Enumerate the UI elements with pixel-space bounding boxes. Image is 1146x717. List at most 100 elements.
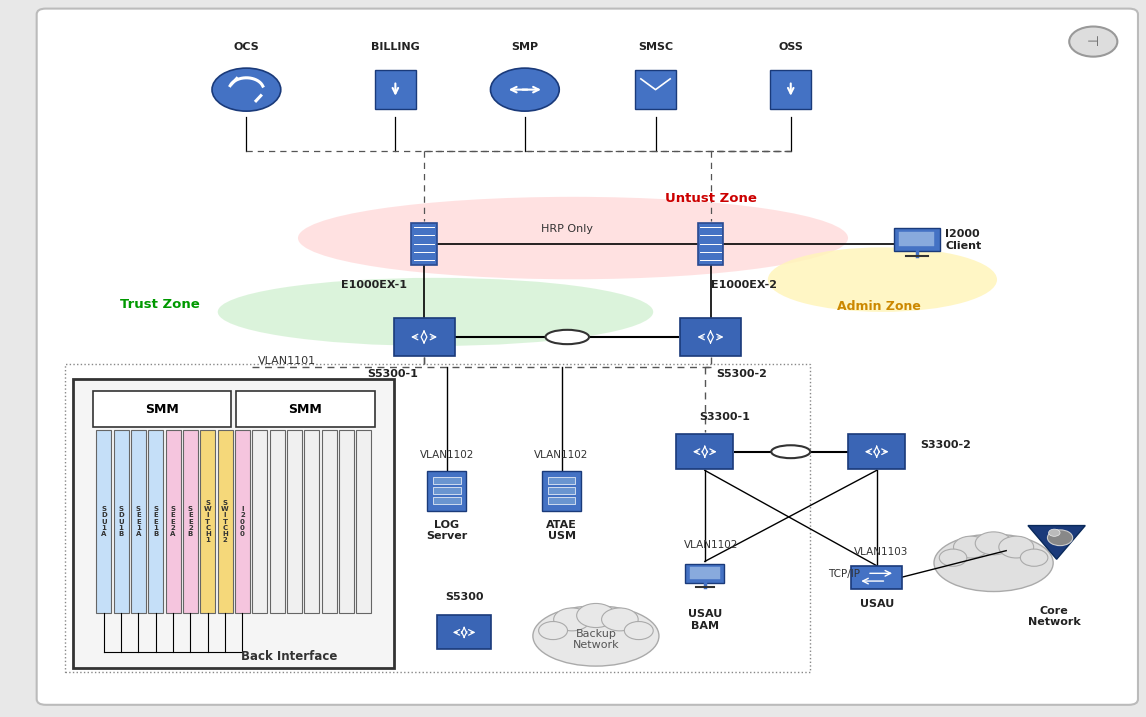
- Text: S
E
E
1
B: S E E 1 B: [154, 506, 158, 537]
- FancyBboxPatch shape: [851, 566, 902, 589]
- Text: S3300-2: S3300-2: [920, 440, 971, 450]
- FancyBboxPatch shape: [339, 430, 354, 613]
- FancyBboxPatch shape: [433, 487, 461, 494]
- Text: S5300: S5300: [445, 592, 484, 602]
- Text: TCP/IP: TCP/IP: [829, 569, 861, 579]
- FancyBboxPatch shape: [113, 430, 128, 613]
- Text: S
W
I
T
C
H
2: S W I T C H 2: [221, 500, 229, 543]
- FancyBboxPatch shape: [165, 430, 181, 613]
- FancyBboxPatch shape: [269, 430, 284, 613]
- Ellipse shape: [934, 534, 1053, 592]
- Text: S
D
U
1
A: S D U 1 A: [101, 506, 107, 537]
- Text: S5300-2: S5300-2: [716, 369, 767, 379]
- FancyBboxPatch shape: [548, 497, 575, 504]
- Text: S
D
U
1
B: S D U 1 B: [118, 506, 124, 537]
- Text: OSS: OSS: [778, 42, 803, 52]
- FancyBboxPatch shape: [183, 430, 198, 613]
- Text: VLAN1102: VLAN1102: [419, 450, 474, 460]
- FancyBboxPatch shape: [218, 430, 233, 613]
- FancyBboxPatch shape: [848, 434, 905, 470]
- Ellipse shape: [771, 445, 810, 458]
- Text: I2000
Client: I2000 Client: [945, 229, 982, 251]
- Circle shape: [940, 549, 967, 566]
- FancyBboxPatch shape: [900, 232, 934, 246]
- Circle shape: [999, 536, 1034, 558]
- FancyBboxPatch shape: [148, 430, 163, 613]
- Circle shape: [975, 532, 1012, 555]
- FancyBboxPatch shape: [542, 471, 581, 511]
- FancyBboxPatch shape: [427, 471, 466, 511]
- FancyBboxPatch shape: [252, 430, 267, 613]
- Circle shape: [576, 604, 615, 627]
- FancyBboxPatch shape: [131, 430, 146, 613]
- Ellipse shape: [768, 247, 997, 312]
- Text: Back Interface: Back Interface: [241, 650, 337, 663]
- FancyBboxPatch shape: [286, 430, 301, 613]
- Text: E1000EX-2: E1000EX-2: [711, 280, 777, 290]
- FancyBboxPatch shape: [93, 391, 231, 427]
- Text: USAU: USAU: [860, 599, 894, 609]
- Circle shape: [554, 608, 590, 631]
- Text: BILLING: BILLING: [371, 42, 419, 52]
- FancyBboxPatch shape: [698, 223, 723, 265]
- Polygon shape: [1028, 526, 1085, 559]
- Text: S
E
E
2
A: S E E 2 A: [171, 506, 175, 537]
- FancyBboxPatch shape: [433, 497, 461, 504]
- Text: S
W
I
T
C
H
1: S W I T C H 1: [204, 500, 212, 543]
- Circle shape: [1047, 530, 1073, 546]
- Text: Admin Zone: Admin Zone: [837, 300, 920, 313]
- Ellipse shape: [298, 196, 848, 280]
- FancyBboxPatch shape: [236, 391, 375, 427]
- Text: HRP Only: HRP Only: [541, 224, 594, 234]
- Text: USAU
BAM: USAU BAM: [688, 609, 722, 631]
- Circle shape: [625, 622, 653, 640]
- FancyBboxPatch shape: [770, 70, 811, 109]
- Text: S
E
E
2
B: S E E 2 B: [188, 506, 193, 537]
- Text: Backup
Network: Backup Network: [573, 629, 619, 650]
- Text: LOG
Server: LOG Server: [426, 520, 468, 541]
- Text: VLAN1101: VLAN1101: [258, 356, 316, 366]
- Text: VLAN1103: VLAN1103: [854, 547, 908, 557]
- FancyBboxPatch shape: [894, 228, 940, 251]
- FancyBboxPatch shape: [680, 318, 741, 356]
- FancyBboxPatch shape: [375, 70, 416, 109]
- Text: VLAN1102: VLAN1102: [534, 450, 589, 460]
- FancyBboxPatch shape: [433, 477, 461, 484]
- FancyBboxPatch shape: [676, 434, 733, 470]
- Circle shape: [490, 68, 559, 111]
- Circle shape: [212, 68, 281, 111]
- Ellipse shape: [218, 278, 653, 346]
- FancyBboxPatch shape: [411, 223, 437, 265]
- FancyBboxPatch shape: [235, 430, 250, 613]
- FancyBboxPatch shape: [548, 487, 575, 494]
- Circle shape: [953, 536, 988, 558]
- Text: ATAE
USM: ATAE USM: [547, 520, 576, 541]
- Circle shape: [602, 608, 638, 631]
- FancyBboxPatch shape: [437, 615, 492, 650]
- Text: E1000EX-1: E1000EX-1: [340, 280, 407, 290]
- FancyBboxPatch shape: [73, 379, 394, 668]
- Text: S3300-1: S3300-1: [699, 412, 749, 422]
- Ellipse shape: [533, 606, 659, 666]
- FancyBboxPatch shape: [548, 477, 575, 484]
- Ellipse shape: [545, 330, 589, 344]
- FancyBboxPatch shape: [356, 430, 371, 613]
- Text: SMP: SMP: [511, 42, 539, 52]
- Text: ⊣: ⊣: [1088, 34, 1099, 49]
- Text: S
E
E
1
A: S E E 1 A: [135, 506, 141, 537]
- FancyBboxPatch shape: [393, 318, 455, 356]
- FancyBboxPatch shape: [96, 430, 111, 613]
- Text: Trust Zone: Trust Zone: [120, 298, 201, 311]
- FancyBboxPatch shape: [635, 70, 676, 109]
- Text: SMM: SMM: [146, 403, 179, 416]
- FancyBboxPatch shape: [37, 9, 1138, 705]
- Text: SMSC: SMSC: [638, 42, 673, 52]
- Text: Core
Network: Core Network: [1028, 606, 1081, 627]
- Circle shape: [1020, 549, 1047, 566]
- FancyBboxPatch shape: [201, 430, 215, 613]
- Text: S5300-1: S5300-1: [368, 369, 418, 379]
- Text: I
2
0
0
0: I 2 0 0 0: [240, 506, 245, 537]
- Circle shape: [1069, 27, 1117, 57]
- FancyBboxPatch shape: [322, 430, 337, 613]
- FancyBboxPatch shape: [685, 564, 724, 584]
